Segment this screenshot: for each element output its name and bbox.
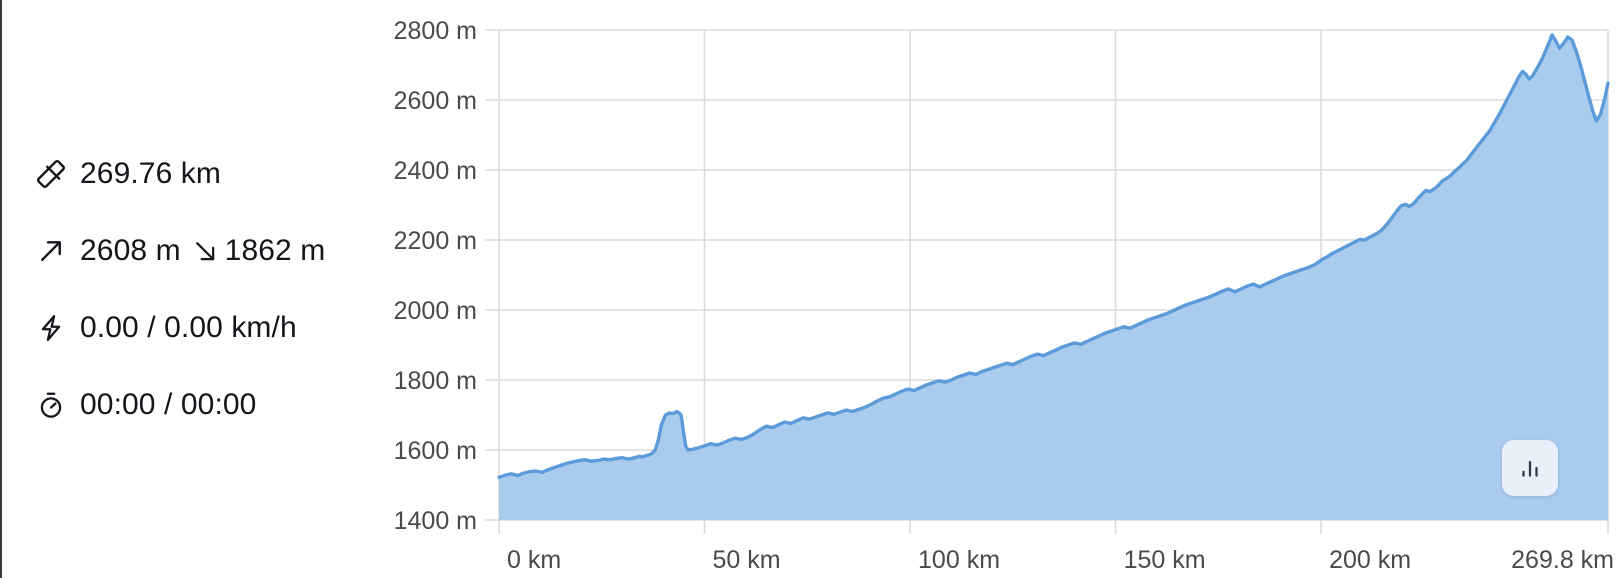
stat-time: 00:00 / 00:00 bbox=[34, 366, 394, 443]
x-tick-label: 269.8 km bbox=[1511, 546, 1614, 574]
route-stats-panel: 269.76 km 2608 m 1862 m bbox=[2, 0, 394, 578]
x-tick-label: 100 km bbox=[918, 546, 1000, 574]
elevation-chart-svg: 1400 m 1600 m 1800 m 2000 m 2200 m 2400 m 2600… bbox=[394, 17, 1614, 574]
elevation-line-series bbox=[497, 33, 1610, 479]
lightning-bolt-icon bbox=[34, 311, 68, 345]
stat-distance: 269.76 km bbox=[34, 135, 394, 212]
stat-speed-value: 0.00 / 0.00 km/h bbox=[80, 310, 297, 344]
y-tick-label: 2600 m bbox=[394, 87, 477, 115]
y-axis-tick-labels: 1400 m 1600 m 1800 m 2000 m 2200 m 2400 m 2600… bbox=[394, 17, 477, 535]
y-tick-label: 2200 m bbox=[394, 227, 477, 255]
stat-ascent-value: 2608 m bbox=[80, 233, 181, 267]
y-tick-label: 2000 m bbox=[394, 297, 477, 325]
arrow-down-right-icon bbox=[190, 236, 220, 266]
elevation-area-series bbox=[499, 34, 1608, 521]
arrow-up-right-icon bbox=[34, 234, 68, 268]
x-axis-tick-labels: 0 km 50 km 100 km 150 km 200 km 269.8 km bbox=[507, 546, 1614, 574]
stat-descent-value: 1862 m bbox=[224, 233, 326, 267]
y-tick-label: 1600 m bbox=[394, 437, 477, 465]
x-tick-label: 200 km bbox=[1329, 546, 1411, 574]
y-tick-label: 1400 m bbox=[394, 507, 477, 535]
stat-distance-value: 269.76 km bbox=[80, 156, 221, 190]
ruler-icon bbox=[34, 157, 68, 191]
stat-speed: 0.00 / 0.00 km/h bbox=[34, 289, 394, 366]
elevation-chart: 1400 m 1600 m 1800 m 2000 m 2200 m 2400 m 2600… bbox=[394, 0, 1624, 578]
stat-elevation: 2608 m 1862 m bbox=[34, 212, 394, 289]
y-tick-label: 2400 m bbox=[394, 157, 477, 185]
x-tick-label: 50 km bbox=[713, 546, 781, 574]
chart-type-toggle-button[interactable] bbox=[1502, 440, 1558, 496]
y-tick-label: 1800 m bbox=[394, 367, 477, 395]
stopwatch-icon bbox=[34, 388, 68, 422]
x-tick-label: 150 km bbox=[1124, 546, 1206, 574]
stat-elevation-group: 2608 m 1862 m bbox=[80, 233, 326, 267]
y-tick-label: 2800 m bbox=[394, 17, 477, 45]
bar-chart-icon bbox=[1517, 455, 1543, 481]
stat-time-value: 00:00 / 00:00 bbox=[80, 387, 257, 421]
x-tick-label: 0 km bbox=[507, 546, 561, 574]
